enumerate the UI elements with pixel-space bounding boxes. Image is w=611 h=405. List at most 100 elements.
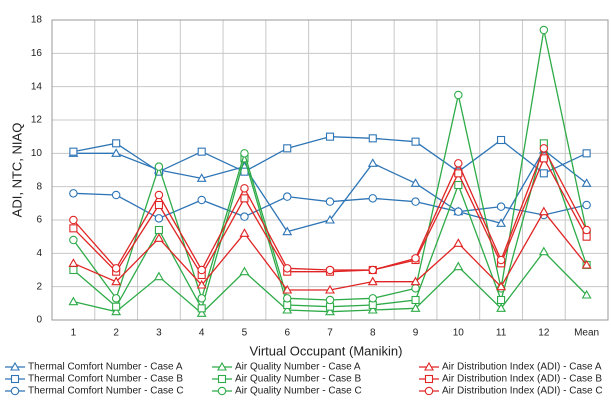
x-tick-label: 12 — [538, 328, 550, 339]
legend-label: Air Quality Number - Case C — [235, 386, 362, 397]
x-tick-label: 1 — [71, 328, 77, 339]
legend-label: Air Quality Number - Case A — [235, 362, 361, 373]
marker — [539, 144, 549, 153]
x-tick-label: 10 — [453, 328, 465, 339]
y-tick-label: 16 — [31, 48, 43, 59]
marker — [196, 173, 207, 182]
marker — [581, 289, 592, 299]
marker — [368, 134, 377, 143]
marker — [496, 303, 507, 312]
marker — [111, 148, 122, 157]
marker — [410, 178, 421, 187]
marker — [454, 159, 463, 168]
x-tick-label: 6 — [284, 328, 290, 339]
x-tick-label: Mean — [574, 328, 599, 339]
marker — [217, 374, 227, 384]
legend-label: Air Distribution Index (ADI) - Case A — [442, 362, 602, 373]
marker — [454, 207, 463, 216]
marker — [368, 194, 378, 203]
x-tick-label: 4 — [199, 328, 205, 339]
marker — [367, 276, 378, 286]
marker — [411, 295, 420, 305]
x-tick-label: 5 — [242, 328, 248, 339]
x-tick-label: 2 — [113, 328, 119, 339]
marker — [424, 386, 434, 396]
marker — [582, 200, 591, 210]
marker — [411, 197, 420, 206]
y-tick-label: 6 — [36, 215, 42, 226]
marker — [282, 226, 293, 236]
marker — [10, 374, 20, 384]
legend-label: Air Distribution Index (ADI) - Case C — [442, 386, 603, 397]
marker — [154, 225, 163, 235]
marker — [112, 302, 121, 311]
marker — [153, 271, 164, 281]
marker — [539, 169, 548, 178]
marker — [111, 306, 122, 316]
marker — [496, 202, 506, 211]
y-tick-label: 12 — [31, 115, 43, 126]
marker — [538, 246, 549, 256]
marker — [325, 132, 335, 141]
marker — [496, 255, 506, 265]
marker — [111, 264, 121, 273]
marker — [582, 149, 591, 158]
marker — [368, 265, 378, 275]
marker — [217, 386, 227, 396]
marker — [454, 169, 463, 178]
marker — [411, 137, 420, 146]
marker — [325, 306, 335, 316]
marker — [197, 195, 206, 205]
x-tick-label: 3 — [156, 328, 162, 339]
marker — [497, 295, 506, 305]
y-axis-title: ADI, NTC, NIAQ — [9, 123, 24, 218]
marker — [217, 361, 227, 371]
marker — [282, 192, 292, 201]
marker — [111, 190, 121, 200]
marker — [582, 225, 591, 235]
marker — [453, 261, 464, 271]
marker — [496, 281, 507, 291]
marker — [196, 308, 207, 317]
y-tick-label: 8 — [36, 181, 42, 192]
marker — [153, 233, 164, 242]
y-tick-label: 18 — [31, 15, 43, 26]
marker — [410, 303, 421, 312]
y-tick-label: 4 — [36, 248, 42, 259]
y-tick-label: 14 — [31, 81, 43, 92]
marker — [111, 294, 121, 303]
marker — [410, 276, 421, 286]
marker — [69, 265, 78, 275]
marker — [325, 295, 335, 305]
marker — [581, 178, 592, 187]
marker — [539, 25, 549, 35]
y-tick-label: 2 — [36, 281, 42, 292]
marker — [196, 279, 207, 289]
marker — [497, 135, 506, 145]
marker — [368, 294, 378, 303]
x-tick-label: 7 — [327, 328, 333, 339]
marker — [424, 374, 434, 384]
marker — [581, 259, 592, 269]
marker — [411, 284, 420, 293]
marker — [240, 184, 249, 193]
marker — [69, 215, 78, 225]
legend-label: Thermal Comfort Number - Case A — [28, 362, 183, 373]
marker — [154, 214, 164, 223]
marker — [282, 294, 292, 303]
marker — [69, 235, 78, 245]
marker — [367, 304, 378, 314]
marker — [239, 228, 250, 237]
marker — [282, 264, 292, 273]
legend-label: Thermal Comfort Number - Case C — [28, 386, 184, 397]
marker — [154, 190, 164, 200]
marker — [538, 206, 549, 216]
marker — [325, 197, 335, 206]
marker — [240, 149, 249, 158]
legend-label: Thermal Comfort Number - Case B — [28, 374, 183, 385]
marker — [283, 144, 292, 153]
marker — [240, 194, 249, 203]
plot-border — [51, 19, 609, 321]
